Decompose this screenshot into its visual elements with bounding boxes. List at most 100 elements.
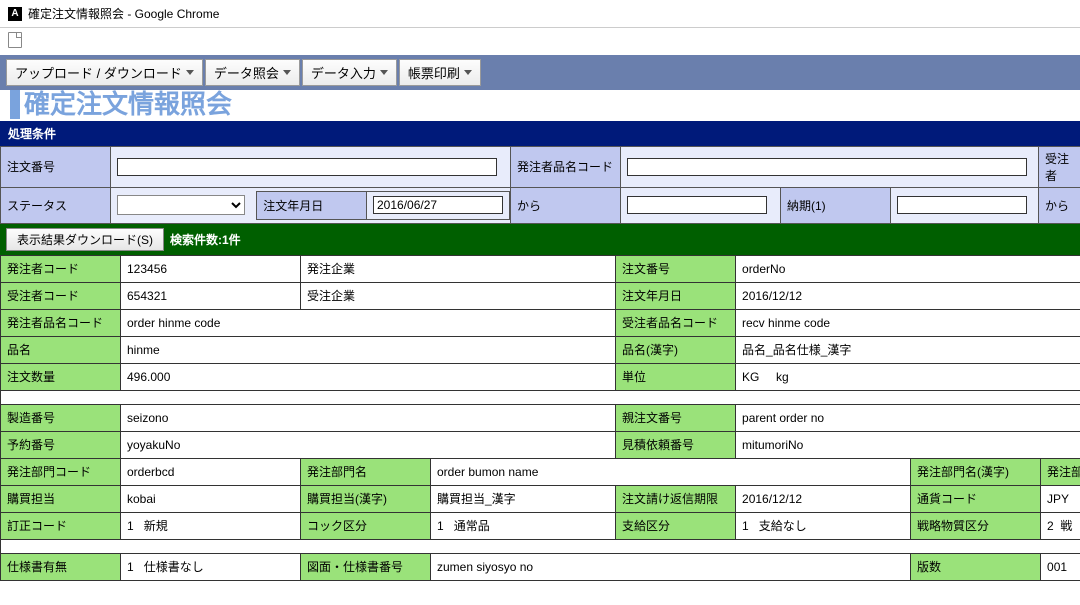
reserve-no-label: 予約番号 — [1, 431, 121, 458]
cock-value: 1 通常品 — [431, 512, 616, 539]
purch-staff-value: kobai — [121, 485, 301, 512]
order-reply-deadline-label: 注文請け返信期限 — [616, 485, 736, 512]
orderer-company-label: 発注企業 — [301, 255, 616, 282]
order-dept-extra-label: 発注部 — [1041, 458, 1080, 485]
order-dept-name-label: 発注部門名 — [301, 458, 431, 485]
cond-delivery-cell — [891, 187, 1039, 223]
upload-download-button[interactable]: アップロード / ダウンロード — [6, 59, 203, 86]
window-title: 確定注文情報照会 - Google Chrome — [28, 5, 219, 22]
download-results-button[interactable]: 表示結果ダウンロード(S) — [6, 228, 164, 251]
purch-staff-kanji-label: 購買担当(漢字) — [301, 485, 431, 512]
detail-table: 発注者コード 123456 発注企業 注文番号 orderNo 受注者コード 6… — [0, 255, 1080, 581]
rev-code-label: 訂正コード — [1, 512, 121, 539]
delivery-input[interactable] — [897, 196, 1027, 214]
window-titlebar: A 確定注文情報照会 - Google Chrome — [0, 0, 1080, 28]
toolbar: アップロード / ダウンロード データ照会 データ入力 帳票印刷 — [0, 55, 1080, 90]
parent-order-value: parent order no — [736, 404, 1080, 431]
currency-value: JPY — [1041, 485, 1080, 512]
data-entry-button[interactable]: データ入力 — [302, 59, 397, 86]
caret-icon — [283, 70, 291, 75]
cond-order-date-label: 注文年月日 — [257, 191, 367, 219]
document-icon[interactable] — [8, 32, 22, 48]
spec-exist-label: 仕様書有無 — [1, 553, 121, 580]
page-title: 確定注文情報照会 — [10, 90, 236, 119]
doc-icon-row — [0, 28, 1080, 55]
cond-order-no-label: 注文番号 — [1, 146, 111, 187]
order-date-input[interactable] — [373, 196, 503, 214]
report-print-button[interactable]: 帳票印刷 — [399, 59, 481, 86]
cond-from1-label: から — [511, 187, 621, 223]
caret-icon — [186, 70, 194, 75]
spec-exist-value: 1 仕様書なし — [121, 553, 301, 580]
receiver-item-code-label: 受注者品名コード — [616, 309, 736, 336]
supply-value: 1 支給なし — [736, 512, 911, 539]
edition-label: 版数 — [911, 553, 1041, 580]
strategic-label: 戦略物質区分 — [911, 512, 1041, 539]
orderer-code-label: 発注者コード — [1, 255, 121, 282]
drawing-no-label: 図面・仕様書番号 — [301, 553, 431, 580]
cond-order-no-cell — [111, 146, 511, 187]
conditions-table: 注文番号 発注者品名コード 受注者 ステータス 注文年月日 から 納期(1) か… — [0, 146, 1080, 224]
section-header-conditions: 処理条件 — [0, 121, 1080, 146]
cond-from1-cell — [621, 187, 781, 223]
results-count: 検索件数:1件 — [170, 231, 241, 248]
caret-icon — [380, 70, 388, 75]
status-select[interactable] — [117, 195, 245, 215]
drawing-no-value: zumen siyosyo no — [431, 553, 911, 580]
item-name-kanji-label: 品名(漢字) — [616, 336, 736, 363]
rev-code-value: 1 新規 — [121, 512, 301, 539]
order-dept-name-value: order bumon name — [431, 458, 911, 485]
receiver-code-label: 受注者コード — [1, 282, 121, 309]
receiver-company-label: 受注企業 — [301, 282, 616, 309]
data-entry-label: データ入力 — [311, 63, 376, 82]
results-bar: 表示結果ダウンロード(S) 検索件数:1件 — [0, 224, 1080, 255]
order-dept-kanji-label: 発注部門名(漢字) — [911, 458, 1041, 485]
item-name-value: hinme — [121, 336, 616, 363]
quote-req-value: mitumoriNo — [736, 431, 1080, 458]
unit-label: 単位 — [616, 363, 736, 390]
reserve-no-value: yoyakuNo — [121, 431, 616, 458]
spacer — [1, 390, 1080, 404]
cond-item-code-label: 発注者品名コード — [511, 146, 621, 187]
strategic-value: 2 戦 — [1041, 512, 1080, 539]
item-code-input[interactable] — [627, 158, 1027, 176]
order-no-value: orderNo — [736, 255, 1080, 282]
item-name-kanji-value: 品名_品名仕様_漢字 — [736, 336, 1080, 363]
receiver-item-code-value: recv hinme code — [736, 309, 1080, 336]
order-dept-code-label: 発注部門コード — [1, 458, 121, 485]
order-date-label: 注文年月日 — [616, 282, 736, 309]
order-dept-code-value: orderbcd — [121, 458, 301, 485]
data-query-button[interactable]: データ照会 — [205, 59, 300, 86]
item-name-label: 品名 — [1, 336, 121, 363]
cond-status-cell: 注文年月日 — [111, 187, 511, 223]
from1-input[interactable] — [627, 196, 767, 214]
cond-from2-label: から — [1039, 187, 1080, 223]
order-no-input[interactable] — [117, 158, 497, 176]
receiver-code-value: 654321 — [121, 282, 301, 309]
quote-req-label: 見積依頼番号 — [616, 431, 736, 458]
cond-delivery-label: 納期(1) — [781, 187, 891, 223]
cond-receiver-label: 受注者 — [1039, 146, 1080, 187]
cond-status-label: ステータス — [1, 187, 111, 223]
orderer-code-value: 123456 — [121, 255, 301, 282]
app-icon: A — [8, 7, 22, 21]
supply-label: 支給区分 — [616, 512, 736, 539]
mfg-no-value: seizono — [121, 404, 616, 431]
parent-order-label: 親注文番号 — [616, 404, 736, 431]
order-no-label: 注文番号 — [616, 255, 736, 282]
order-date-value: 2016/12/12 — [736, 282, 1080, 309]
upload-download-label: アップロード / ダウンロード — [15, 63, 182, 82]
order-reply-deadline-value: 2016/12/12 — [736, 485, 911, 512]
purch-staff-kanji-value: 購買担当_漢字 — [431, 485, 616, 512]
edition-value: 001 — [1041, 553, 1080, 580]
orderer-item-code-label: 発注者品名コード — [1, 309, 121, 336]
qty-value: 496.000 — [121, 363, 616, 390]
purch-staff-label: 購買担当 — [1, 485, 121, 512]
report-print-label: 帳票印刷 — [408, 63, 460, 82]
currency-label: 通貨コード — [911, 485, 1041, 512]
page-title-wrap: 確定注文情報照会 — [0, 90, 1080, 121]
mfg-no-label: 製造番号 — [1, 404, 121, 431]
spacer — [1, 539, 1080, 553]
cond-item-code-cell — [621, 146, 1039, 187]
data-query-label: データ照会 — [214, 63, 279, 82]
